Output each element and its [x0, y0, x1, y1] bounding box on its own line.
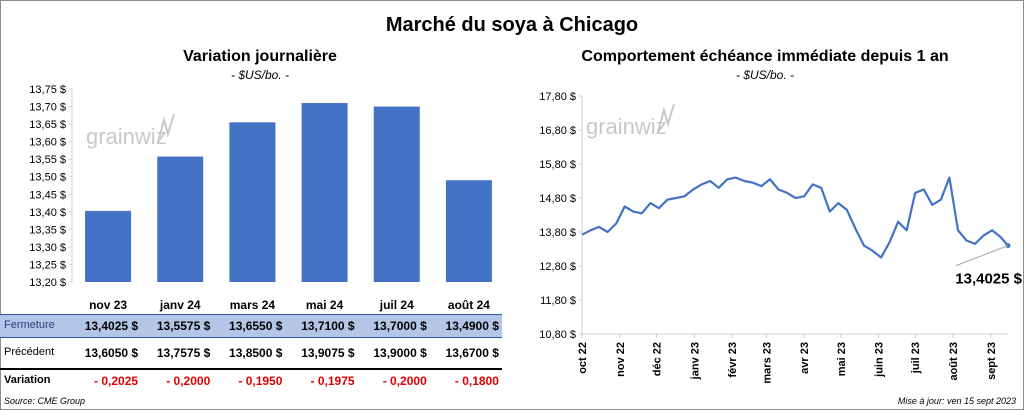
table-row-fermeture: Fermeture 13,4025 $ 13,5575 $ 13,6550 $ 13,… [0, 314, 502, 338]
update-note: Mise à jour: ven 15 sept 2023 [897, 396, 1016, 406]
x-tick-label: juil 23 [910, 342, 922, 374]
x-tick-label: août 24 [448, 298, 490, 312]
y-tick-label: 15,80 $ [539, 159, 576, 171]
y-tick-label: 13,70 $ [29, 102, 66, 114]
y-tick-label: 13,75 $ [29, 84, 66, 96]
table-cell: 13,7575 $ [156, 346, 211, 360]
y-tick-label: 11,80 $ [540, 295, 576, 307]
table-cell: 13,4900 $ [445, 319, 499, 333]
table-cell: 13,4025 $ [84, 319, 139, 333]
bar-chart: grainwiz 13,20 $ 13,25 $ 13,30 $ 13,35 $ 13,4… [29, 84, 492, 312]
table-cell: 13,6550 $ [229, 319, 283, 333]
x-tick-label: janv 24 [159, 298, 201, 312]
bar [85, 210, 132, 282]
right-chart-title: Comportement échéance immédiate depuis 1… [581, 48, 949, 65]
annotation-leader [955, 245, 1009, 267]
table-cell: - 0,2000 [382, 374, 427, 388]
y-tick-label: 14,80 $ [539, 193, 576, 205]
watermark-logo: grainwiz [86, 124, 167, 149]
x-tick-label: janv 23 [689, 342, 701, 380]
watermark-mark [157, 113, 175, 143]
y-tick-label: 17,80 $ [539, 91, 576, 103]
y-tick-label: 13,35 $ [29, 224, 66, 236]
row-label-variation: Variation [4, 374, 51, 386]
x-tick-label: août 23 [948, 342, 960, 381]
x-tick-label: mai 23 [836, 342, 848, 376]
last-value-label: 13,4025 $ [955, 271, 1022, 288]
y-tick-label: 13,40 $ [29, 207, 66, 219]
bar [301, 103, 348, 282]
y-tick-label: 10,80 $ [539, 329, 576, 341]
y-tick-label: 13,50 $ [29, 172, 66, 184]
table-cell: - 0,2025 [94, 374, 139, 388]
y-tick-label: 13,25 $ [29, 259, 66, 271]
table-cell: - 0,1975 [310, 374, 355, 388]
x-tick-label: mai 24 [306, 298, 344, 312]
x-tick-label: mars 23 [761, 342, 773, 384]
table-cell: 13,6700 $ [445, 346, 499, 360]
row-label-fermeture: Fermeture [4, 319, 55, 331]
x-tick-label: févr 23 [727, 342, 739, 377]
table-cell: 13,5575 $ [156, 319, 211, 333]
x-tick-label: déc 22 [651, 342, 663, 376]
page-title: Marché du soya à Chicago [385, 14, 639, 36]
y-tick-label: 13,60 $ [29, 137, 66, 149]
table-row-variation: Variation - 0,2025 - 0,2000 - 0,1950 - 0,19… [0, 368, 502, 392]
y-tick-label: 13,55 $ [29, 154, 66, 166]
y-tick-label: 12,80 $ [539, 261, 576, 273]
y-tick-label: 13,30 $ [29, 242, 66, 254]
table-cell: 13,9075 $ [301, 346, 355, 360]
table-cell: 13,7000 $ [373, 319, 427, 333]
table-cell: 13,6050 $ [84, 346, 139, 360]
x-tick-label: nov 23 [89, 298, 127, 312]
y-tick-label: 13,80 $ [539, 227, 576, 239]
table-row-precedent: Précédent 13,6050 $ 13,7575 $ 13,8500 $ 13,… [0, 342, 502, 364]
table-cell: - 0,2000 [166, 374, 211, 388]
y-tick-label: 16,80 $ [539, 125, 576, 137]
table-cell: 13,9000 $ [373, 346, 427, 360]
series-line [581, 176, 1009, 259]
x-tick-label: sept 23 [986, 342, 998, 380]
x-tick-label: mars 24 [230, 298, 276, 312]
table-cell: 13,8500 $ [229, 346, 283, 360]
y-tick-label: 13,65 $ [29, 119, 66, 131]
y-tick-label: 13,45 $ [29, 189, 66, 201]
x-tick-label: nov 22 [615, 342, 627, 377]
watermark-logo: grainwiz [586, 114, 667, 139]
x-tick-label: juin 23 [874, 342, 886, 378]
table-cell: - 0,1800 [454, 374, 499, 388]
bar [229, 122, 276, 282]
x-tick-label: avr 23 [799, 342, 811, 374]
x-tick-label: oct 22 [577, 342, 589, 374]
bar [373, 106, 420, 282]
left-chart-title: Variation journalière [183, 48, 337, 65]
watermark-mark [657, 103, 675, 133]
line-chart: grainwiz 10,80 $ 11,80 $ 12,80 $ 13,80 $ 14,8… [539, 91, 1022, 384]
right-chart-subtitle: - $US/bo. - [735, 68, 795, 82]
left-chart-subtitle: - $US/bo. - [230, 68, 290, 82]
bar [157, 156, 204, 282]
table-cell: 13,7100 $ [301, 319, 355, 333]
y-tick-label: 13,20 $ [29, 277, 66, 289]
row-label-precedent: Précédent [4, 346, 55, 358]
source-note: Source: CME Group [4, 396, 86, 406]
x-tick-label: juil 24 [379, 298, 414, 312]
bar [445, 180, 492, 282]
table-cell: - 0,1950 [238, 374, 283, 388]
